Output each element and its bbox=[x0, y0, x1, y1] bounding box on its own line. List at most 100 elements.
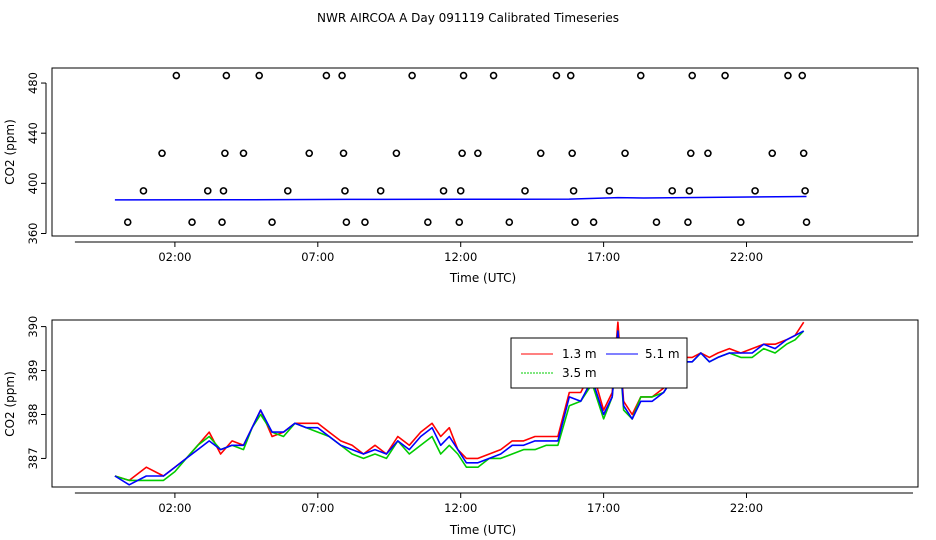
top-baseline-line bbox=[114, 195, 807, 201]
scatter-point bbox=[768, 149, 777, 158]
scatter-point bbox=[322, 71, 331, 80]
scatter-point bbox=[123, 218, 132, 227]
scatter-point bbox=[203, 187, 212, 195]
scatter-point bbox=[219, 187, 228, 195]
top-x-tick-label: 12:00 bbox=[444, 250, 477, 264]
scatter-point bbox=[139, 187, 148, 195]
scatter-point bbox=[424, 218, 432, 227]
bottom-y-axis-label: CO2 (ppm) bbox=[3, 371, 17, 437]
scatter-point bbox=[784, 71, 792, 80]
top-axes: 02:00 07:00 12:00 17:00 22:00 360 400 440 480 bbox=[26, 72, 913, 264]
scatter-point bbox=[392, 149, 401, 158]
bottom-x-tick-label: 17:00 bbox=[587, 501, 620, 515]
bottom-x-tick-label: 12:00 bbox=[444, 501, 477, 515]
bottom-x-tick-label: 07:00 bbox=[301, 501, 334, 515]
series-line-5-1-m bbox=[114, 330, 805, 486]
scatter-point bbox=[799, 149, 808, 158]
scatter-point bbox=[686, 149, 695, 158]
scatter-point bbox=[439, 187, 448, 195]
top-scatter-points bbox=[123, 71, 811, 227]
bottom-plot-frame bbox=[51, 319, 919, 488]
bottom-x-tick-label: 02:00 bbox=[158, 501, 191, 515]
scatter-point bbox=[341, 187, 349, 195]
bottom-y-tick-label: 390 bbox=[26, 316, 40, 338]
scatter-point bbox=[218, 218, 226, 227]
scatter-point bbox=[569, 187, 578, 195]
legend-label-3-5m: 3.5 m bbox=[562, 366, 597, 380]
scatter-point bbox=[552, 71, 561, 80]
scatter-point bbox=[801, 187, 809, 195]
scatter-point bbox=[605, 187, 614, 195]
scatter-point bbox=[458, 149, 466, 158]
top-x-tick-label: 02:00 bbox=[158, 250, 191, 264]
scatter-point bbox=[188, 218, 196, 227]
legend: 1.3 m 5.1 m 3.5 m bbox=[510, 337, 688, 389]
scatter-point bbox=[338, 71, 346, 80]
scatter-point bbox=[361, 218, 369, 227]
scatter-point bbox=[685, 187, 694, 195]
scatter-point bbox=[536, 149, 545, 158]
scatter-point bbox=[798, 71, 807, 80]
top-y-tick-label: 400 bbox=[26, 172, 40, 194]
baseline-series-line bbox=[114, 195, 807, 201]
scatter-point bbox=[268, 218, 276, 227]
scatter-point bbox=[684, 218, 692, 227]
scatter-point bbox=[568, 149, 576, 158]
top-x-tick-label: 22:00 bbox=[730, 250, 763, 264]
scatter-point bbox=[505, 218, 514, 227]
scatter-point bbox=[721, 71, 729, 80]
scatter-point bbox=[636, 71, 645, 80]
bottom-axes: 02:00 07:00 12:00 17:00 22:00 387 388 389 390 bbox=[26, 316, 913, 515]
scatter-point bbox=[222, 71, 231, 80]
scatter-point bbox=[456, 187, 465, 195]
scatter-point bbox=[158, 149, 166, 158]
scatter-point bbox=[566, 71, 575, 80]
scatter-point bbox=[339, 149, 348, 158]
scatter-point bbox=[802, 218, 811, 227]
top-x-tick-label: 17:00 bbox=[587, 250, 620, 264]
legend-label-5-1m: 5.1 m bbox=[645, 347, 680, 361]
scatter-point bbox=[305, 149, 314, 158]
scatter-point bbox=[221, 149, 229, 158]
scatter-point bbox=[668, 187, 677, 195]
scatter-point bbox=[652, 218, 661, 227]
scatter-point bbox=[571, 218, 579, 227]
scatter-point bbox=[751, 187, 759, 195]
scatter-point bbox=[704, 149, 712, 158]
bottom-y-tick-label: 387 bbox=[26, 447, 40, 469]
top-plot-frame bbox=[51, 67, 919, 237]
scatter-point bbox=[521, 187, 529, 195]
scatter-point bbox=[736, 218, 745, 227]
scatter-point bbox=[408, 71, 416, 80]
top-panel: 02:00 07:00 12:00 17:00 22:00 360 400 440 480 Ti… bbox=[3, 67, 919, 285]
bottom-series-lines bbox=[114, 321, 805, 486]
scatter-point bbox=[474, 149, 482, 158]
scatter-point bbox=[255, 71, 264, 80]
scatter-point bbox=[459, 71, 468, 80]
top-y-axis-label: CO2 (ppm) bbox=[3, 119, 17, 185]
scatter-point bbox=[688, 71, 697, 80]
scatter-point bbox=[621, 149, 629, 158]
top-x-tick-label: 07:00 bbox=[301, 250, 334, 264]
bottom-x-axis-label: Time (UTC) bbox=[449, 523, 516, 537]
legend-box bbox=[510, 337, 688, 389]
bottom-y-tick-label: 389 bbox=[26, 360, 40, 382]
bottom-y-tick-label: 388 bbox=[26, 404, 40, 426]
top-y-tick-label: 360 bbox=[26, 223, 40, 245]
legend-label-1-3m: 1.3 m bbox=[562, 347, 597, 361]
scatter-point bbox=[376, 187, 385, 195]
scatter-point bbox=[283, 187, 292, 195]
top-y-tick-label: 480 bbox=[26, 72, 40, 94]
scatter-point bbox=[342, 218, 351, 227]
scatter-point bbox=[455, 218, 464, 227]
bottom-x-tick-label: 22:00 bbox=[730, 501, 763, 515]
scatter-point bbox=[589, 218, 598, 227]
scatter-point bbox=[239, 149, 248, 158]
top-y-tick-label: 440 bbox=[26, 122, 40, 144]
bottom-panel: 02:00 07:00 12:00 17:00 22:00 387 388 389 390 Ti… bbox=[3, 316, 919, 537]
scatter-point bbox=[172, 71, 181, 80]
top-x-axis-label: Time (UTC) bbox=[449, 271, 516, 285]
chart-title: NWR AIRCOA A Day 091119 Calibrated Times… bbox=[317, 11, 619, 25]
scatter-point bbox=[489, 71, 498, 80]
